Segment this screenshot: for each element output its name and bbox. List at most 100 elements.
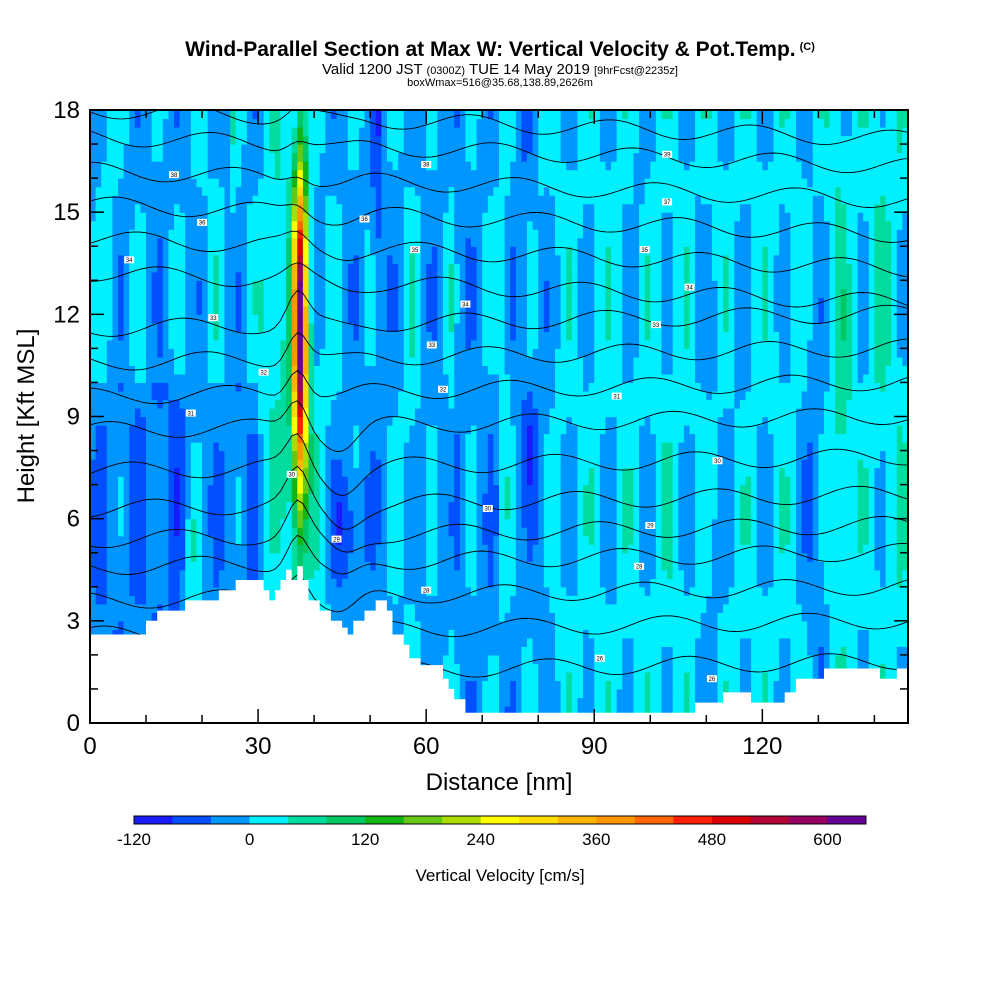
field-cell <box>622 586 629 596</box>
field-cell <box>700 467 707 477</box>
field-cell <box>717 510 724 520</box>
field-cell <box>577 637 584 647</box>
field-cell <box>95 535 102 545</box>
field-cell <box>123 552 130 562</box>
field-cell <box>885 620 892 630</box>
field-cell <box>751 442 758 452</box>
field-cell <box>566 586 573 596</box>
field-cell <box>129 527 136 537</box>
field-cell <box>751 535 758 545</box>
field-cell <box>330 510 338 520</box>
field-cell <box>538 637 545 647</box>
field-cell <box>258 527 265 537</box>
field-cell <box>605 654 612 664</box>
field-cell <box>392 501 399 511</box>
field-cell <box>274 569 282 579</box>
field-cell <box>599 476 607 486</box>
field-cell <box>353 603 360 613</box>
field-cell <box>611 459 618 469</box>
field-cell <box>353 442 360 452</box>
field-cell <box>174 459 181 469</box>
field-cell <box>246 493 254 503</box>
field-cell <box>711 697 719 707</box>
field-cell <box>202 459 209 469</box>
field-cell <box>689 705 696 716</box>
field-cell <box>807 663 814 673</box>
field-cell <box>426 476 433 486</box>
field-cell <box>521 654 528 664</box>
field-cell <box>745 501 752 511</box>
field-cell <box>633 569 640 579</box>
field-cell <box>465 595 472 605</box>
field-cell <box>885 586 892 596</box>
field-cell <box>874 663 881 673</box>
field-cell <box>448 586 455 596</box>
field-cell <box>297 442 304 452</box>
field-cell <box>538 527 545 537</box>
field-cell <box>784 586 791 596</box>
field-cell <box>711 527 719 537</box>
field-cell <box>364 467 371 477</box>
field-cell <box>751 697 758 707</box>
field-cell <box>235 476 242 486</box>
field-cell <box>470 442 478 452</box>
field-cell <box>807 654 814 664</box>
field-cell <box>857 663 864 673</box>
field-cell <box>106 493 114 503</box>
field-cell <box>790 544 797 554</box>
field-cell <box>795 663 803 673</box>
field-cell <box>801 603 808 613</box>
field-cell <box>611 586 618 596</box>
field-cell <box>723 459 730 469</box>
field-cell <box>101 544 108 554</box>
field-cell <box>101 467 108 477</box>
field-cell <box>515 552 523 562</box>
field-cell <box>728 552 735 562</box>
field-cell <box>739 450 747 460</box>
field-cell <box>375 433 382 443</box>
field-cell <box>521 442 528 452</box>
field-cell <box>386 459 394 469</box>
field-cell <box>342 595 349 605</box>
field-cell <box>790 671 797 682</box>
field-cell <box>678 544 685 554</box>
field-cell <box>510 484 517 494</box>
field-cell <box>863 595 870 605</box>
field-cell <box>527 459 534 469</box>
field-cell <box>700 459 707 469</box>
field-cell <box>258 544 265 554</box>
field-cell <box>319 442 326 452</box>
field-cell <box>616 629 623 639</box>
field-cell <box>639 654 646 664</box>
field-cell <box>879 459 887 469</box>
field-cell <box>599 697 607 707</box>
field-cell <box>885 476 892 486</box>
field-cell <box>571 544 579 554</box>
field-cell <box>504 612 511 622</box>
field-cell <box>196 425 203 435</box>
field-cell <box>588 705 595 716</box>
field-cell <box>342 459 349 469</box>
field-cell <box>241 433 248 443</box>
field-cell <box>493 663 500 673</box>
field-cell <box>717 493 724 503</box>
field-cell <box>499 646 506 656</box>
field-cell <box>386 518 394 528</box>
field-cell <box>857 442 864 452</box>
field-cell <box>891 603 898 613</box>
field-cell <box>902 518 908 528</box>
field-cell <box>745 637 752 647</box>
field-cell <box>723 450 730 460</box>
field-cell <box>891 527 898 537</box>
field-cell <box>807 629 814 639</box>
field-cell <box>370 433 377 443</box>
field-cell <box>745 680 752 690</box>
field-cell <box>185 450 192 460</box>
field-cell <box>784 493 791 503</box>
field-cell <box>846 620 853 630</box>
field-cell <box>840 578 847 588</box>
field-cell <box>829 586 836 596</box>
field-cell <box>543 620 551 630</box>
field-cell <box>549 603 556 613</box>
field-cell <box>510 629 517 639</box>
